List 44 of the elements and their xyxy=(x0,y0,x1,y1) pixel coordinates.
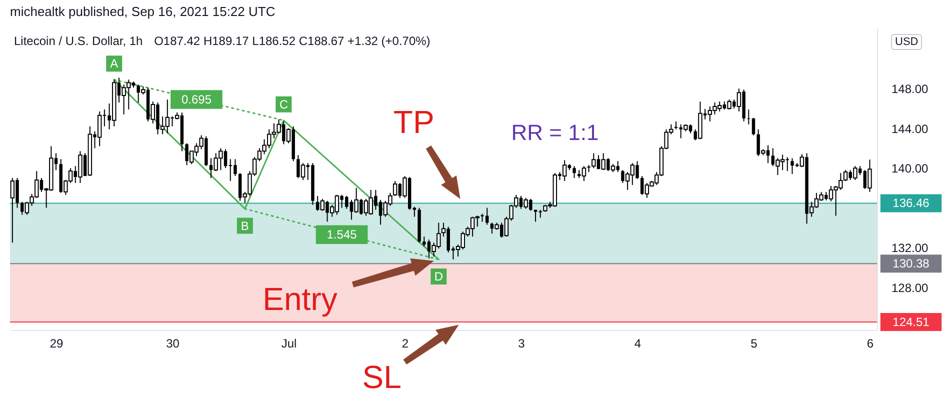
y-tick-label: 148.00 xyxy=(892,82,929,96)
x-tick-label: Jul xyxy=(281,336,297,350)
candlestick xyxy=(392,180,398,196)
x-tick-label: 4 xyxy=(634,336,642,350)
y-tick-label: 128.00 xyxy=(892,280,929,295)
y-tick-label: 132.00 xyxy=(892,241,929,256)
candlestick xyxy=(300,162,306,180)
y-tick-label: 144.00 xyxy=(892,122,929,136)
annotation: D xyxy=(434,269,444,284)
candlestick xyxy=(97,110,102,147)
annotation: TP xyxy=(393,104,434,140)
ref-line-label: 136.46 xyxy=(892,196,930,210)
candlestick xyxy=(320,198,325,212)
annotation: B xyxy=(240,218,249,233)
x-tick-label: 29 xyxy=(50,336,64,350)
text: michealtk published, Sep 16, 2021 15:22 UTC xyxy=(10,4,276,19)
candlestick xyxy=(592,152,596,169)
ref-line-label: 124.51 xyxy=(892,314,930,329)
candlestick xyxy=(727,99,732,110)
text: O187.42 H189.17 L186.52 C188.67 +1.32 (+0.70%) xyxy=(153,34,430,48)
candlestick xyxy=(562,160,567,182)
annotation: RR = 1:1 xyxy=(511,120,599,145)
candlestick xyxy=(78,150,82,184)
candlestick xyxy=(868,159,872,192)
text: Litecoin / U.S. Dollar, 1h xyxy=(14,34,143,48)
x-tick-label: 3 xyxy=(518,336,526,350)
annotation: Entry xyxy=(262,281,338,317)
annotation: C xyxy=(279,97,288,112)
candlestick xyxy=(422,236,426,248)
ref-line-label: 130.38 xyxy=(892,256,930,271)
x-tick-label: 5 xyxy=(750,336,758,350)
x-tick-label: 6 xyxy=(866,336,874,350)
candlestick xyxy=(572,166,576,179)
x-tick-label: 2 xyxy=(402,336,409,350)
candlestick xyxy=(412,206,416,218)
x-tick-label: 30 xyxy=(166,336,180,350)
annotation: A xyxy=(110,56,118,71)
y-tick-label: 140.00 xyxy=(892,162,929,176)
annotation: 0.695 xyxy=(181,92,212,107)
candlestick xyxy=(10,178,15,244)
annotation: SL xyxy=(362,358,402,393)
annotation: 1.545 xyxy=(326,228,358,242)
candlestick xyxy=(582,166,586,182)
y-axis-title: USD xyxy=(891,34,922,50)
